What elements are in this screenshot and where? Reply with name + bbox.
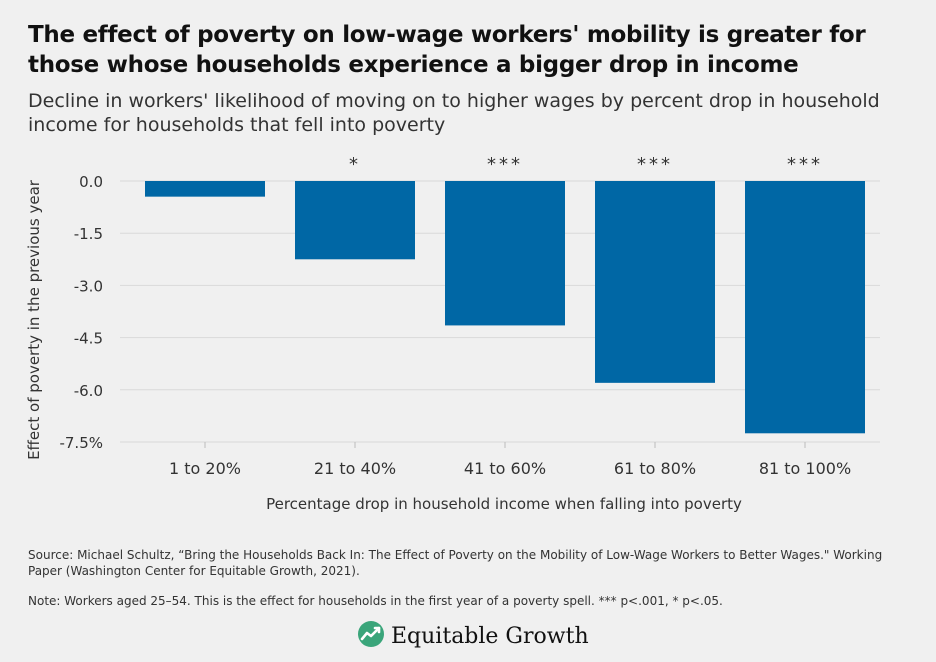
y-tick-label: -1.5 xyxy=(74,225,103,243)
y-tick-label: -7.5% xyxy=(59,434,103,452)
y-tick-label: -3.0 xyxy=(74,277,103,295)
footnote: Note: Workers aged 25–54. This is the ef… xyxy=(28,594,723,608)
significance-label: *** xyxy=(787,154,823,175)
x-tick-label: 41 to 60% xyxy=(464,459,546,478)
bar xyxy=(145,181,265,197)
logo: Equitable Growth xyxy=(357,620,589,652)
x-tick-label: 21 to 40% xyxy=(314,459,396,478)
bar xyxy=(295,181,415,260)
significance-label: * xyxy=(349,154,361,175)
significance-labels: * *** *** *** xyxy=(349,154,823,175)
bar xyxy=(445,181,565,326)
logo-text: Equitable Growth xyxy=(391,623,589,649)
x-tick-labels: 1 to 20% 21 to 40% 41 to 60% 61 to 80% 81 to… xyxy=(169,442,851,478)
bar xyxy=(745,181,865,434)
y-tick-labels: 0.0 -1.5 -3.0 -4.5 -6.0 -7.5% xyxy=(59,173,103,452)
y-tick-label: -6.0 xyxy=(74,382,103,400)
equitable-growth-leaf-icon xyxy=(357,620,385,652)
x-tick-label: 61 to 80% xyxy=(614,459,696,478)
chart-subtitle: Decline in workers' likelihood of moving… xyxy=(28,90,880,136)
bar xyxy=(595,181,715,383)
significance-label: *** xyxy=(637,154,673,175)
bar-chart: 0.0 -1.5 -3.0 -4.5 -6.0 -7.5% 1 to 20% 21 to 4… xyxy=(25,154,880,513)
significance-label: *** xyxy=(487,154,523,175)
source-note: Source: Michael Schultz, “Bring the Hous… xyxy=(28,548,883,578)
bars xyxy=(145,181,865,434)
x-tick-label: 81 to 100% xyxy=(759,459,851,478)
chart-title: The effect of poverty on low-wage worker… xyxy=(28,22,866,78)
y-axis-label: Effect of poverty in the previous year xyxy=(25,179,43,460)
x-tick-label: 1 to 20% xyxy=(169,459,241,478)
x-axis-label: Percentage drop in household income when… xyxy=(266,495,742,513)
y-tick-label: -4.5 xyxy=(74,330,103,348)
y-tick-label: 0.0 xyxy=(79,173,103,191)
